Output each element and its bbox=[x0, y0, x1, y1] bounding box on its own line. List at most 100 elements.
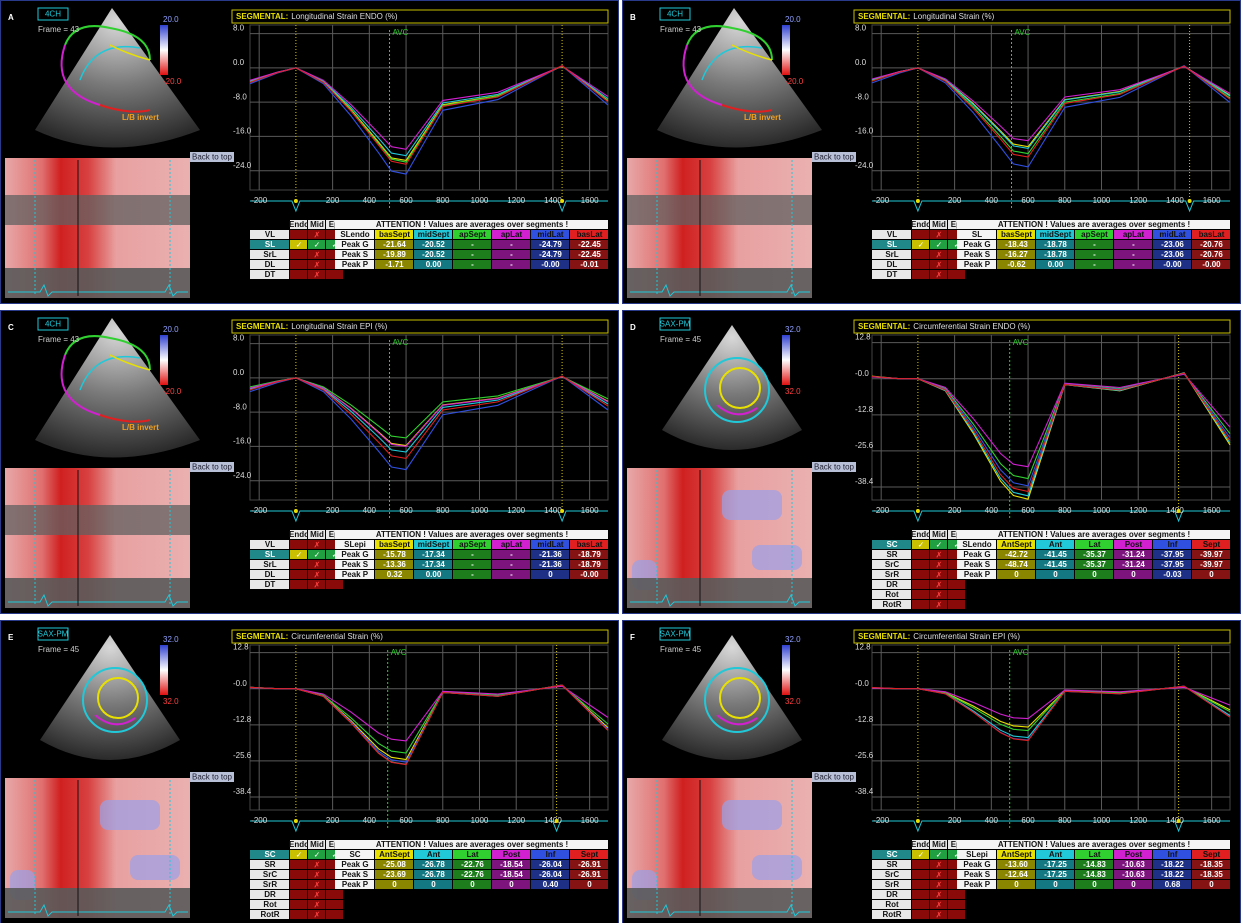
strain-patch bbox=[722, 800, 782, 830]
table-value: -18.54 bbox=[500, 870, 523, 879]
table-value: 0 bbox=[470, 880, 475, 889]
table-value: 0.68 bbox=[1165, 880, 1181, 889]
table-header: Endo bbox=[289, 530, 309, 539]
y-tick-label: 12.8 bbox=[855, 333, 871, 342]
table-header: Lat bbox=[1089, 540, 1101, 549]
x-tick-label: 1400 bbox=[1166, 196, 1184, 205]
table-value: 0 bbox=[1092, 880, 1097, 889]
row-label: SC bbox=[264, 850, 275, 859]
panel: 32.032.0ESAX-PMFrame = 45Back to topSEGM… bbox=[1, 621, 619, 923]
x-tick-label: 800 bbox=[436, 506, 450, 515]
table-value: -0.00 bbox=[541, 260, 560, 269]
table-value: - bbox=[510, 560, 513, 569]
table-value: - bbox=[510, 550, 513, 559]
x-tick-label: -200 bbox=[873, 816, 890, 825]
event-dot bbox=[560, 199, 564, 203]
x-tick-label: 1200 bbox=[507, 506, 525, 515]
row-label: VL bbox=[265, 230, 275, 239]
table-value: -17.25 bbox=[1044, 860, 1067, 869]
y-tick-label: -0.0 bbox=[855, 679, 869, 688]
y-tick-label: -12.8 bbox=[855, 405, 874, 414]
row-label: Peak G bbox=[963, 550, 990, 559]
table-value: -26.78 bbox=[422, 860, 445, 869]
title-prefix: SEGMENTAL: bbox=[858, 322, 910, 331]
strain-patch bbox=[722, 490, 782, 520]
scale-max: 32.0 bbox=[785, 635, 801, 644]
table-header: apLat bbox=[1123, 230, 1145, 239]
y-tick-label: -25.6 bbox=[855, 751, 874, 760]
table-header: Ant bbox=[1049, 850, 1063, 859]
table-value: - bbox=[1093, 250, 1096, 259]
x-tick-label: -200 bbox=[873, 196, 890, 205]
x-tick-label: 1000 bbox=[1093, 816, 1111, 825]
y-tick-label: 8.0 bbox=[233, 334, 245, 343]
table-cell bbox=[326, 270, 343, 279]
view-label: 4CH bbox=[45, 320, 61, 329]
table-value: 0 bbox=[1053, 570, 1058, 579]
table-value: -18.78 bbox=[1044, 250, 1067, 259]
event-dot bbox=[555, 819, 559, 823]
table-value: -18.22 bbox=[1161, 870, 1184, 879]
x-tick-label: 1600 bbox=[1203, 816, 1221, 825]
row-label: SC bbox=[886, 850, 897, 859]
y-tick-label: -16.0 bbox=[233, 437, 252, 446]
table-header: SLendo bbox=[962, 540, 991, 549]
row-label: DL bbox=[887, 260, 898, 269]
scale-max: 20.0 bbox=[163, 325, 179, 334]
mode-flag: ✗ bbox=[936, 901, 943, 910]
strain-patch bbox=[130, 855, 180, 880]
table-header: Sept bbox=[1203, 540, 1221, 549]
table-cell bbox=[912, 250, 929, 259]
mode-flag: ✗ bbox=[314, 881, 321, 890]
button-label: Back to top bbox=[814, 773, 855, 782]
table-value: 0 bbox=[392, 880, 397, 889]
table-header: apSept bbox=[459, 230, 486, 239]
table-cell bbox=[912, 890, 929, 899]
x-tick-label: 800 bbox=[1058, 816, 1072, 825]
row-label: Peak S bbox=[964, 560, 991, 569]
row-label: SrR bbox=[885, 570, 899, 579]
panel-letter: B bbox=[630, 13, 636, 22]
table-header: SLepi bbox=[966, 850, 988, 859]
strain-patch bbox=[752, 855, 802, 880]
avc-label: AVC bbox=[393, 28, 409, 37]
table-value: -39.97 bbox=[1200, 550, 1223, 559]
y-tick-label: 8.0 bbox=[855, 24, 867, 33]
table-value: -31.24 bbox=[1122, 560, 1145, 569]
row-label: Peak G bbox=[963, 240, 990, 249]
x-tick-label: 1000 bbox=[1093, 196, 1111, 205]
table-value: -18.43 bbox=[1005, 240, 1028, 249]
mode-flag: ✓ bbox=[936, 851, 943, 860]
table-value: -18.35 bbox=[1200, 860, 1223, 869]
avc-label: AVC bbox=[1013, 338, 1029, 347]
title-prefix: SEGMENTAL: bbox=[858, 12, 910, 21]
table-header: Mid bbox=[932, 530, 946, 539]
overlay-label: L/B invert bbox=[122, 423, 159, 432]
table-title: ATTENTION ! Values are averages over seg… bbox=[376, 220, 568, 229]
y-tick-label: 0.0 bbox=[233, 368, 245, 377]
x-tick-label: 1200 bbox=[507, 816, 525, 825]
table-header: Mid bbox=[310, 220, 324, 229]
overlay-label: L/B invert bbox=[122, 113, 159, 122]
color-bar bbox=[782, 645, 790, 695]
mode-flag: ✗ bbox=[936, 571, 943, 580]
table-value: -41.45 bbox=[1044, 560, 1067, 569]
table-cell bbox=[290, 910, 307, 919]
table-cell bbox=[912, 570, 929, 579]
table-value: 0 bbox=[431, 880, 436, 889]
table-value: -26.91 bbox=[578, 860, 601, 869]
mode-flag: ✓ bbox=[314, 551, 321, 560]
table-title: ATTENTION ! Values are averages over seg… bbox=[998, 530, 1190, 539]
table-value: -0.01 bbox=[580, 260, 599, 269]
table-header: Inf bbox=[546, 850, 556, 859]
table-title: ATTENTION ! Values are averages over seg… bbox=[376, 840, 568, 849]
panel: L/B invert20.0-20.0C4CHFrame = 43Back to… bbox=[1, 311, 619, 614]
x-tick-label: 1000 bbox=[471, 816, 489, 825]
table-value: 0 bbox=[1209, 880, 1214, 889]
button-label: Back to top bbox=[814, 463, 855, 472]
scale-max: 32.0 bbox=[785, 325, 801, 334]
mode-flag: ✗ bbox=[314, 571, 321, 580]
x-tick-label: 400 bbox=[985, 196, 999, 205]
mode-flag: ✗ bbox=[936, 871, 943, 880]
table-header: basLat bbox=[577, 230, 603, 239]
